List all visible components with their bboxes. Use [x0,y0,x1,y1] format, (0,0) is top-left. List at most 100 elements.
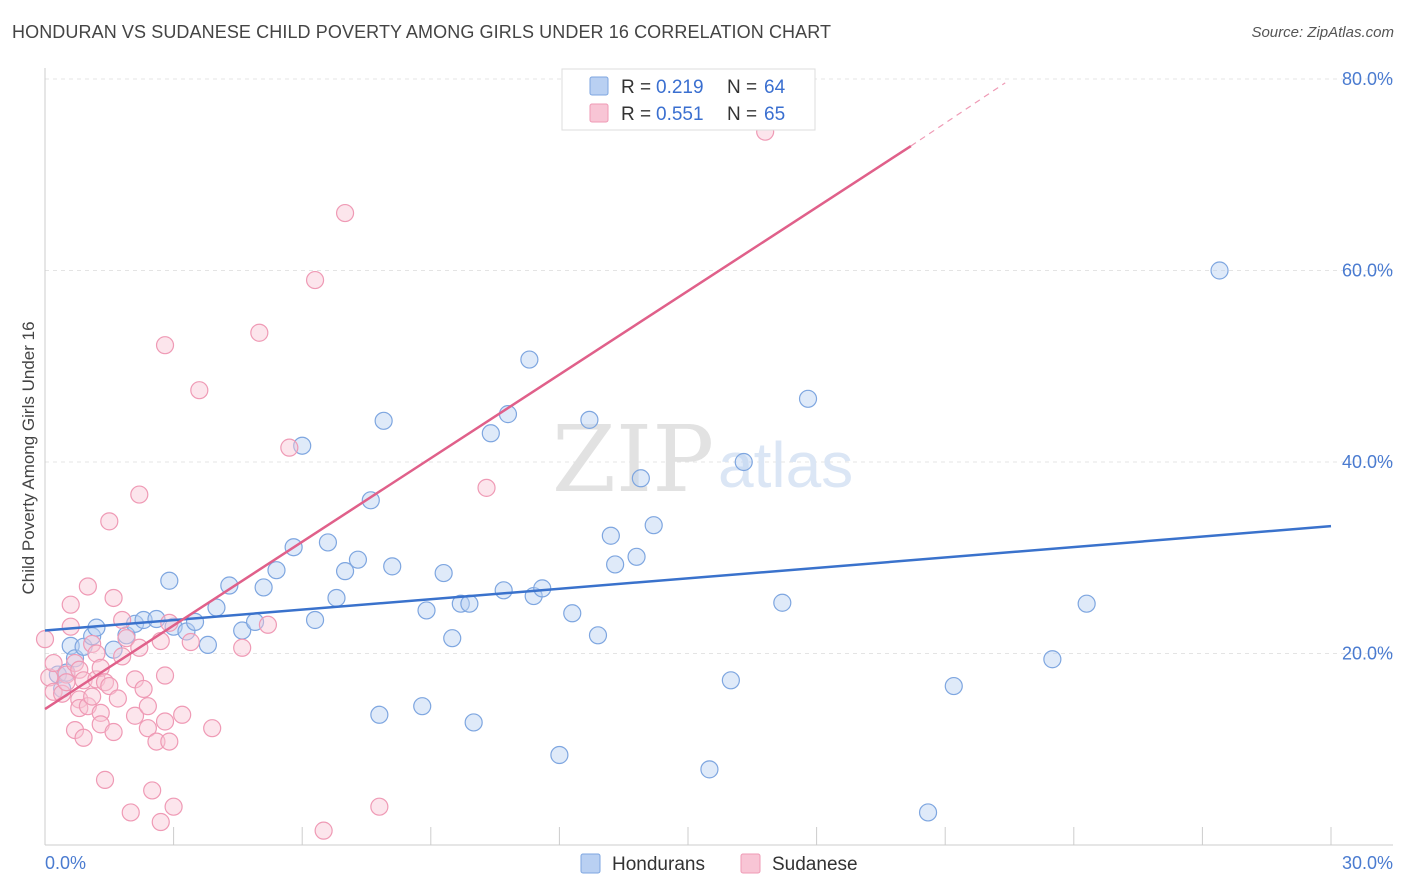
data-point-sudanese [155,712,175,731]
data-point-sudanese [250,323,269,342]
data-point-hondurans [267,561,286,580]
data-point-sudanese [121,803,140,822]
data-point-sudanese [305,270,325,290]
data-point-hondurans [700,760,719,779]
data-point-sudanese [335,203,355,223]
sudanese-points [35,122,775,840]
data-point-hondurans [383,557,402,576]
legend-n-value-sudanese: 65 [764,104,785,125]
data-point-sudanese [233,638,252,657]
data-point-sudanese [100,676,119,696]
data-point-hondurans [631,469,650,488]
data-point-sudanese [280,438,299,457]
trend-line-sudanese-extension [910,82,1006,147]
data-point-sudanese [83,687,102,706]
data-point-hondurans [464,713,483,732]
trend-lines [44,82,1332,711]
data-point-hondurans [721,671,740,690]
data-point-hondurans [198,635,217,654]
legend-swatch-hondurans [589,76,609,96]
hondurans-points [48,261,1229,822]
data-point-hondurans [305,610,325,630]
data-point-hondurans [434,563,453,583]
legend-r-value-sudanese: 0.551 [656,104,704,125]
source-label: Source: ZipAtlas.com [1251,24,1394,41]
data-point-hondurans [413,697,432,716]
data-point-sudanese [370,797,389,816]
data-point-sudanese [74,671,93,690]
data-point-hondurans [918,803,938,822]
data-point-hondurans [327,588,346,608]
data-point-hondurans [443,629,462,648]
legend: R = 0.219 N = 64 R = 0.551 N = 65 [561,68,816,131]
x-tick-label-min: 0.0% [45,853,86,873]
legend-r-value-hondurans: 0.219 [656,77,704,98]
y-tick-label: 60.0% [1342,261,1393,281]
watermark-zip: ZIP [552,406,714,513]
y-tick-labels: 20.0% 40.0% 60.0% 80.0% [1342,69,1393,664]
trend-line-sudanese [44,144,912,711]
data-point-sudanese [44,653,63,673]
data-point-hondurans [361,491,380,510]
data-point-hondurans [318,533,338,552]
data-point-hondurans [734,452,753,472]
legend-n-value-hondurans: 64 [764,77,786,98]
bottom-legend: Hondurans Sudanese [580,853,858,875]
data-point-sudanese [61,595,80,614]
data-point-sudanese [258,615,278,634]
data-point-hondurans [944,676,963,696]
data-point-hondurans [798,389,818,408]
data-point-hondurans [134,610,153,630]
data-point-hondurans [627,547,646,566]
legend-n-label-hondurans: N = [727,77,757,98]
y-tick-label: 20.0% [1342,644,1393,664]
y-tick-label: 40.0% [1342,452,1393,472]
data-point-hondurans [1043,650,1062,669]
data-point-hondurans [1077,594,1096,613]
data-point-hondurans [601,526,620,545]
data-point-sudanese [125,706,145,725]
data-point-hondurans [481,424,500,443]
data-point-sudanese [83,634,102,654]
data-point-hondurans [563,604,582,623]
data-point-sudanese [57,673,76,692]
data-point-sudanese [70,660,89,679]
data-point-sudanese [35,630,55,649]
data-point-sudanese [87,644,106,663]
data-point-sudanese [314,821,333,840]
bottom-legend-swatch-hondurans [580,853,601,874]
data-point-hondurans [335,562,355,581]
x-tick-labels: 0.0% 30.0% [45,853,1393,873]
data-point-sudanese [134,679,153,699]
data-point-sudanese [155,666,175,685]
y-tick-label: 80.0% [1342,69,1393,89]
bottom-legend-sudanese: Sudanese [772,854,858,875]
data-point-sudanese [61,617,80,636]
data-point-hondurans [494,581,513,600]
data-point-hondurans [550,745,569,765]
bottom-legend-swatch-sudanese [740,853,761,874]
data-point-sudanese [151,812,170,832]
data-point-sudanese [117,629,136,648]
data-point-sudanese [160,732,179,751]
data-point-sudanese [173,705,192,724]
legend-r-label-hondurans: R = [621,77,651,98]
data-point-hondurans [606,555,625,574]
data-point-sudanese [100,512,119,531]
data-point-sudanese [477,478,496,497]
data-point-hondurans [370,705,389,724]
axes [44,68,1393,846]
watermark: ZIP atlas [552,406,853,513]
data-point-sudanese [95,770,115,789]
data-point-hondurans [520,350,539,369]
data-point-hondurans [348,550,368,569]
grid-lines [45,78,1393,654]
legend-r-label-sudanese: R = [621,104,651,125]
legend-n-label-sudanese: N = [727,104,757,125]
data-point-sudanese [74,728,93,747]
legend-swatch-sudanese [589,103,609,123]
x-tick-label-max: 30.0% [1342,853,1393,873]
data-point-sudanese [155,336,175,355]
bottom-legend-hondurans: Hondurans [612,854,705,875]
